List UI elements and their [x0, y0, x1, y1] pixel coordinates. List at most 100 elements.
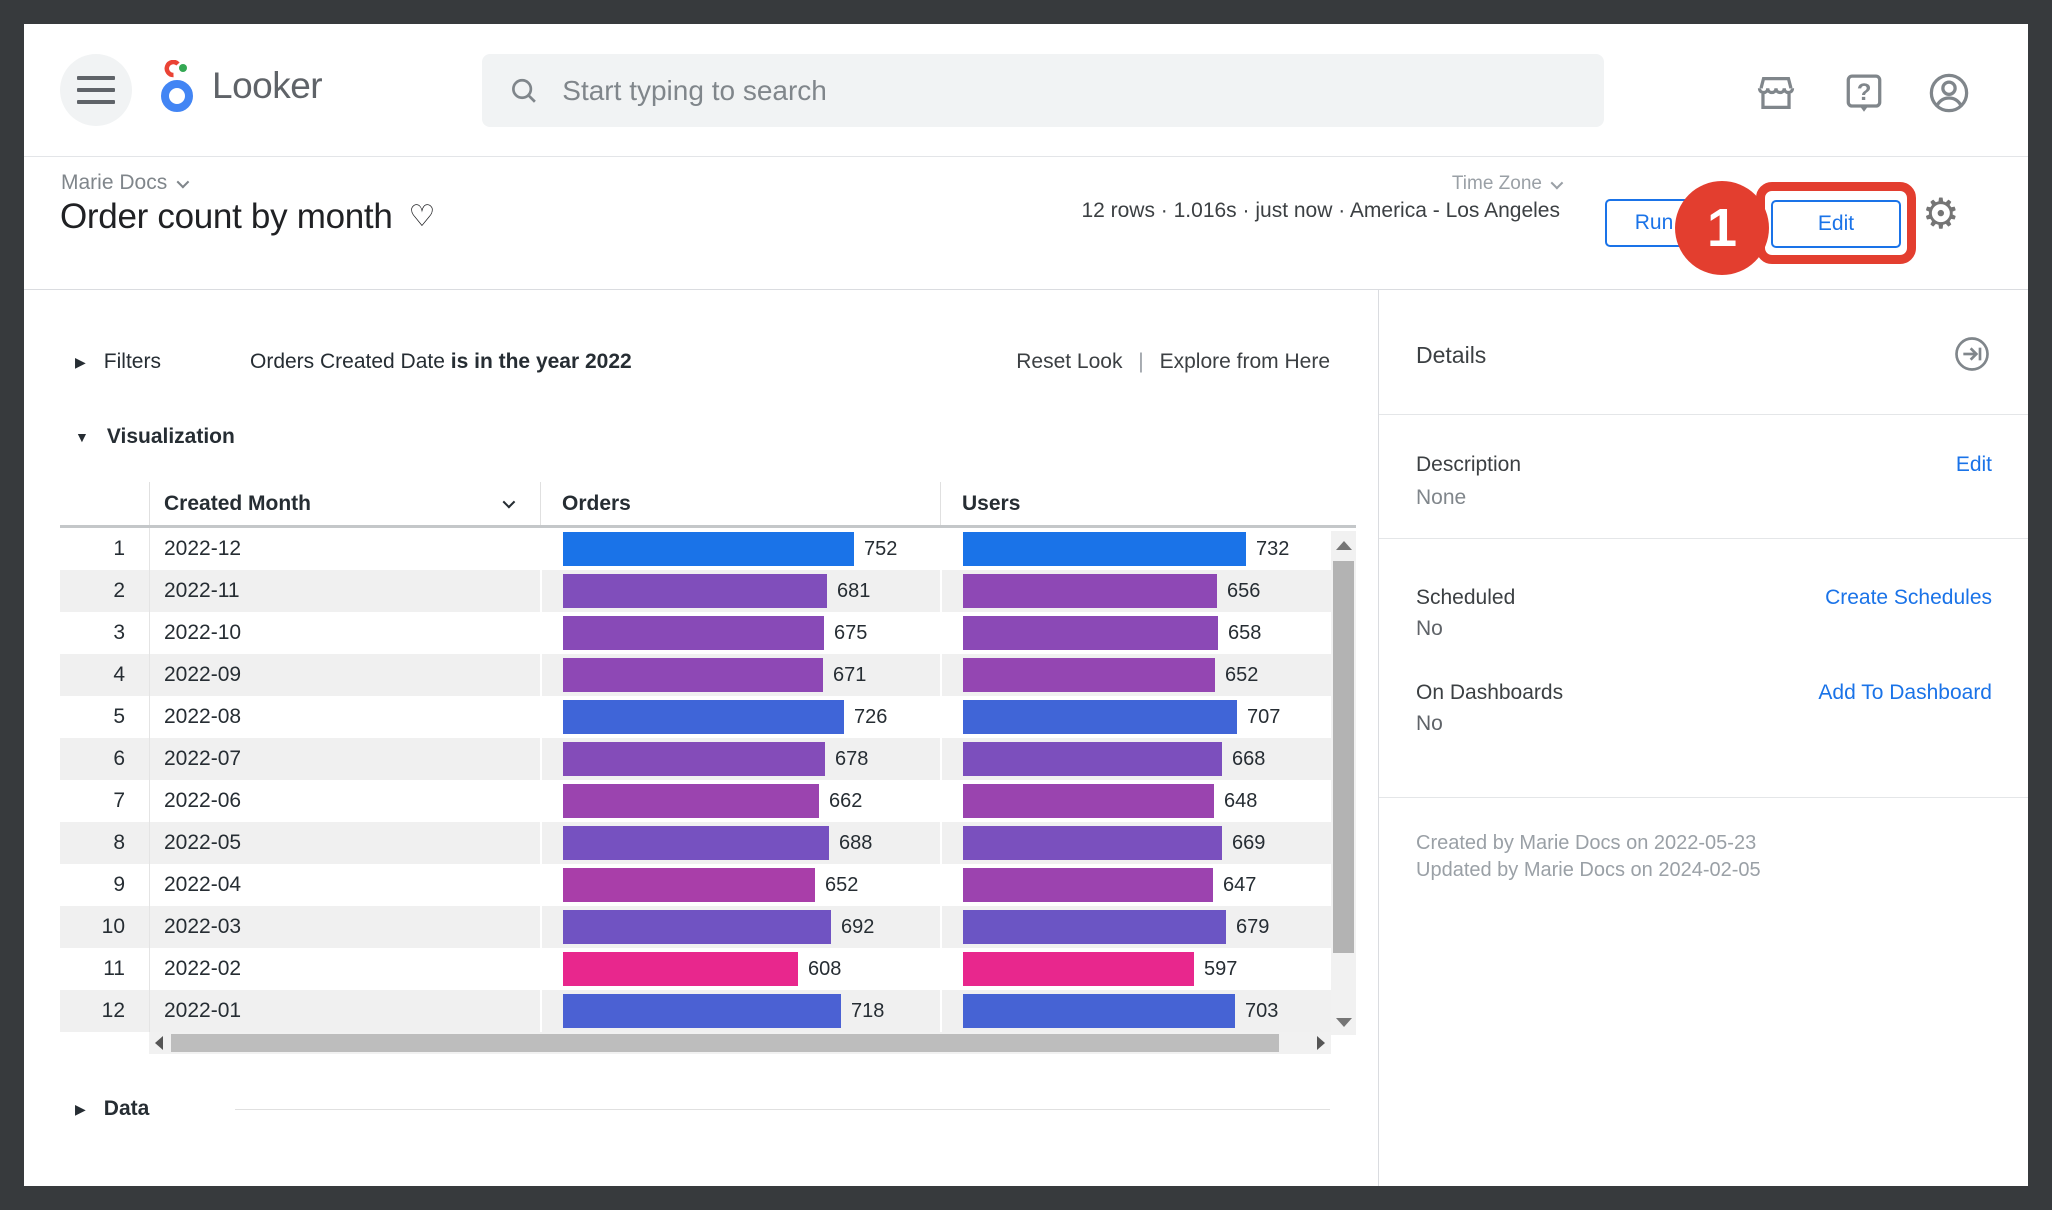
orders-bar-cell: 688 [540, 822, 940, 864]
table-row[interactable]: 7 2022-06 662 648 [60, 780, 1356, 822]
orders-bar-cell: 718 [540, 990, 940, 1032]
orders-bar[interactable] [563, 868, 815, 902]
users-bar-cell: 679 [940, 906, 1330, 948]
orders-bar-cell: 681 [540, 570, 940, 612]
created-month-cell: 2022-02 [149, 948, 540, 990]
users-bar[interactable] [963, 616, 1218, 650]
orders-bar[interactable] [563, 910, 831, 944]
search-icon [512, 78, 536, 103]
column-header-orders[interactable]: Orders [540, 482, 940, 525]
orders-bar[interactable] [563, 994, 841, 1028]
table-visualization: Created Month Orders Users 1 2022-12 752 73… [60, 482, 1356, 1054]
table-row[interactable]: 4 2022-09 671 652 [60, 654, 1356, 696]
reset-look-link[interactable]: Reset Look [1016, 350, 1123, 373]
horizontal-scrollbar[interactable] [149, 1032, 1331, 1054]
marketplace-icon[interactable] [1753, 70, 1799, 116]
orders-bar-cell: 671 [540, 654, 940, 696]
filters-section-header[interactable]: ▶ Filters Orders Created Date is in the … [75, 346, 1330, 378]
orders-bar[interactable] [563, 826, 829, 860]
table-row[interactable]: 8 2022-05 688 669 [60, 822, 1356, 864]
table-row[interactable]: 1 2022-12 752 732 [60, 528, 1356, 570]
table-row[interactable]: 6 2022-07 678 668 [60, 738, 1356, 780]
users-bar[interactable] [963, 742, 1222, 776]
users-bar[interactable] [963, 994, 1235, 1028]
chevron-down-icon [176, 175, 190, 188]
orders-bar[interactable] [563, 574, 827, 608]
scroll-left-arrow[interactable] [155, 1036, 163, 1050]
add-to-dashboard-link[interactable]: Add To Dashboard [1818, 681, 1992, 704]
column-header-created-month[interactable]: Created Month [149, 482, 540, 525]
users-bar[interactable] [963, 952, 1194, 986]
users-bar-cell: 652 [940, 654, 1330, 696]
orders-bar[interactable] [563, 784, 819, 818]
users-bar[interactable] [963, 826, 1222, 860]
table-row[interactable]: 2 2022-11 681 656 [60, 570, 1356, 612]
bar-value-label: 681 [837, 579, 871, 602]
row-number: 1 [113, 537, 125, 560]
horizontal-scrollbar-thumb[interactable] [171, 1034, 1279, 1052]
users-bar[interactable] [963, 868, 1213, 902]
users-bar[interactable] [963, 700, 1237, 734]
orders-bar-cell: 662 [540, 780, 940, 822]
orders-bar[interactable] [563, 952, 798, 986]
create-schedules-link[interactable]: Create Schedules [1825, 586, 1992, 609]
created-month-cell: 2022-06 [149, 780, 540, 822]
open-details-drawer-icon[interactable] [1952, 334, 1992, 374]
visualization-section-header[interactable]: ▼ Visualization [75, 421, 235, 453]
favorite-heart-icon[interactable]: ♡ [408, 200, 436, 233]
users-bar[interactable] [963, 574, 1217, 608]
bar-value-label: 597 [1204, 957, 1238, 980]
global-search-bar[interactable] [482, 54, 1604, 127]
table-row[interactable]: 9 2022-04 652 647 [60, 864, 1356, 906]
logo-text: Looker [212, 65, 323, 106]
time-zone-selector[interactable]: Time Zone [1452, 173, 1564, 195]
scroll-up-arrow[interactable] [1336, 541, 1352, 550]
details-heading: Details [1416, 342, 1487, 368]
created-by-text: Created by Marie Docs on 2022-05-23 [1416, 832, 1757, 854]
vertical-scrollbar-thumb[interactable] [1333, 561, 1354, 953]
bar-value-label: 692 [841, 915, 875, 938]
help-icon[interactable]: ? [1841, 70, 1887, 116]
orders-bar[interactable] [563, 742, 825, 776]
data-section-header[interactable]: ▶ Data [75, 1093, 1330, 1125]
edit-button[interactable]: Edit [1771, 200, 1901, 248]
edit-description-link[interactable]: Edit [1955, 453, 1992, 476]
table-row[interactable]: 11 2022-02 608 597 [60, 948, 1356, 990]
run-button[interactable]: Run [1605, 199, 1703, 247]
row-number: 9 [113, 873, 125, 896]
breadcrumb[interactable]: Marie Docs [61, 171, 190, 195]
search-input[interactable] [562, 74, 1578, 107]
column-header-users[interactable]: Users [940, 482, 1330, 525]
bar-value-label: 656 [1227, 579, 1261, 602]
explore-from-here-link[interactable]: Explore from Here [1159, 350, 1330, 373]
users-bar[interactable] [963, 784, 1214, 818]
page-header: Marie Docs Order count by month ♡ Time Z… [24, 157, 2028, 290]
looker-logo-icon [161, 60, 193, 112]
orders-bar[interactable] [563, 700, 844, 734]
table-row[interactable]: 12 2022-01 718 703 [60, 990, 1356, 1032]
scroll-down-arrow[interactable] [1336, 1018, 1352, 1027]
table-row[interactable]: 10 2022-03 692 679 [60, 906, 1356, 948]
look-main-panel: ▶ Filters Orders Created Date is in the … [24, 290, 1378, 1186]
hamburger-menu-button[interactable] [60, 54, 132, 126]
users-bar[interactable] [963, 910, 1226, 944]
table-row[interactable]: 3 2022-10 675 658 [60, 612, 1356, 654]
on-dashboards-value: No [1416, 712, 1443, 735]
orders-bar[interactable] [563, 616, 824, 650]
created-month-cell: 2022-11 [149, 570, 540, 612]
scroll-right-arrow[interactable] [1317, 1036, 1325, 1050]
account-icon[interactable] [1926, 70, 1972, 116]
vertical-scrollbar[interactable] [1331, 531, 1356, 1035]
divider [1379, 414, 2028, 415]
collapsed-triangle-icon: ▶ [75, 1100, 86, 1117]
gear-icon[interactable]: ⚙ [1922, 190, 1960, 237]
users-bar[interactable] [963, 658, 1215, 692]
details-panel: Details Description Edit None Scheduled … [1378, 290, 2028, 1186]
orders-bar[interactable] [563, 532, 854, 566]
orders-bar[interactable] [563, 658, 823, 692]
chevron-down-icon [1550, 176, 1564, 189]
table-row[interactable]: 5 2022-08 726 707 [60, 696, 1356, 738]
users-bar-cell: 647 [940, 864, 1330, 906]
users-bar[interactable] [963, 532, 1246, 566]
bar-value-label: 662 [829, 789, 863, 812]
